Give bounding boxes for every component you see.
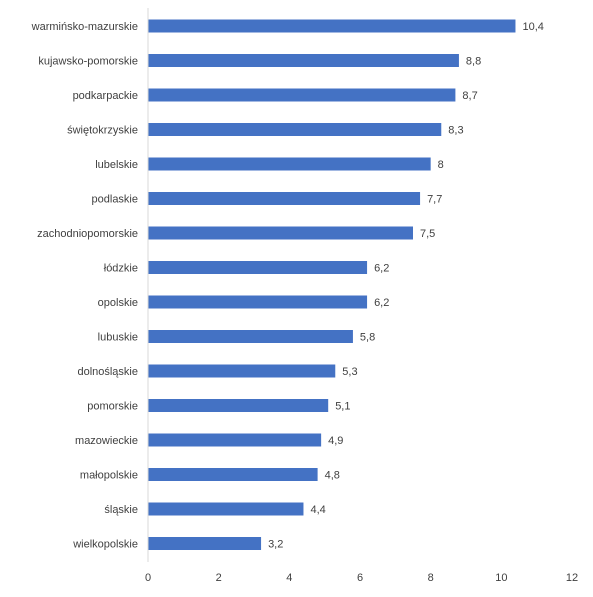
- x-tick-label: 10: [495, 572, 507, 584]
- bar-value-label: 10,4: [522, 21, 543, 33]
- category-label: lubuskie: [98, 332, 138, 344]
- bar-value-label: 3,2: [268, 539, 283, 551]
- category-label: śląskie: [104, 504, 138, 516]
- bar: [148, 537, 262, 550]
- bar-value-label: 7,7: [427, 194, 442, 206]
- bar: [148, 364, 336, 378]
- category-label: mazowieckie: [75, 435, 138, 447]
- bar: [148, 468, 318, 481]
- category-label: kujawsko-pomorskie: [38, 56, 138, 68]
- bar-value-label: 8,3: [448, 125, 463, 137]
- category-label: małopolskie: [80, 470, 138, 482]
- bar-value-label: 7,5: [420, 228, 435, 240]
- category-label: podlaskie: [92, 194, 138, 206]
- bar: [148, 54, 459, 67]
- category-label: podkarpackie: [73, 90, 138, 102]
- bar: [148, 330, 353, 343]
- bar: [148, 157, 431, 171]
- bar-value-label: 6,2: [374, 297, 389, 309]
- bar-value-label: 5,1: [335, 401, 350, 413]
- category-label: łódzkie: [104, 263, 138, 275]
- bars-group: [148, 19, 516, 550]
- bar: [148, 88, 456, 102]
- category-label: opolskie: [98, 297, 138, 309]
- bar: [148, 226, 413, 240]
- x-tick-label: 4: [286, 572, 292, 584]
- bar: [148, 123, 442, 136]
- bar: [148, 295, 368, 309]
- bar: [148, 19, 516, 33]
- category-label: lubelskie: [95, 159, 138, 171]
- bar-value-label: 8,8: [466, 56, 481, 68]
- category-label: świętokrzyskie: [67, 125, 138, 137]
- bar-value-label: 4,8: [325, 470, 340, 482]
- category-labels-group: warmińsko-mazurskie kujawsko-pomorskie pod…: [31, 21, 138, 551]
- category-label: dolnośląskie: [77, 366, 138, 378]
- category-label: warmińsko-mazurskie: [31, 21, 138, 33]
- category-label: pomorskie: [87, 401, 138, 413]
- bar-value-label: 6,2: [374, 263, 389, 275]
- bar-value-label: 5,8: [360, 332, 375, 344]
- bar-value-label: 8,7: [462, 90, 477, 102]
- bar: [148, 433, 322, 447]
- x-tick-label: 8: [428, 572, 434, 584]
- x-tick-label: 6: [357, 572, 363, 584]
- bar-value-label: 5,3: [342, 366, 357, 378]
- bar-value-label: 4,4: [310, 504, 325, 516]
- bar-value-label: 8: [438, 159, 444, 171]
- bar: [148, 261, 368, 274]
- category-label: zachodniopomorskie: [37, 228, 138, 240]
- category-label: wielkopolskie: [72, 539, 138, 551]
- bar: [148, 502, 304, 516]
- bar: [148, 399, 329, 412]
- x-axis: 0 2 4 6 8 10 12: [145, 8, 578, 584]
- x-tick-label: 0: [145, 572, 151, 584]
- x-tick-label: 2: [216, 572, 222, 584]
- bar-value-label: 4,9: [328, 435, 343, 447]
- value-labels-group: 10,4 8,8 8,7 8,3 8 7,7 7,5 6,2 6,2 5,8 5,3 5,1 4,9 4,…: [268, 21, 544, 551]
- x-tick-label: 12: [566, 572, 578, 584]
- bar: [148, 192, 421, 205]
